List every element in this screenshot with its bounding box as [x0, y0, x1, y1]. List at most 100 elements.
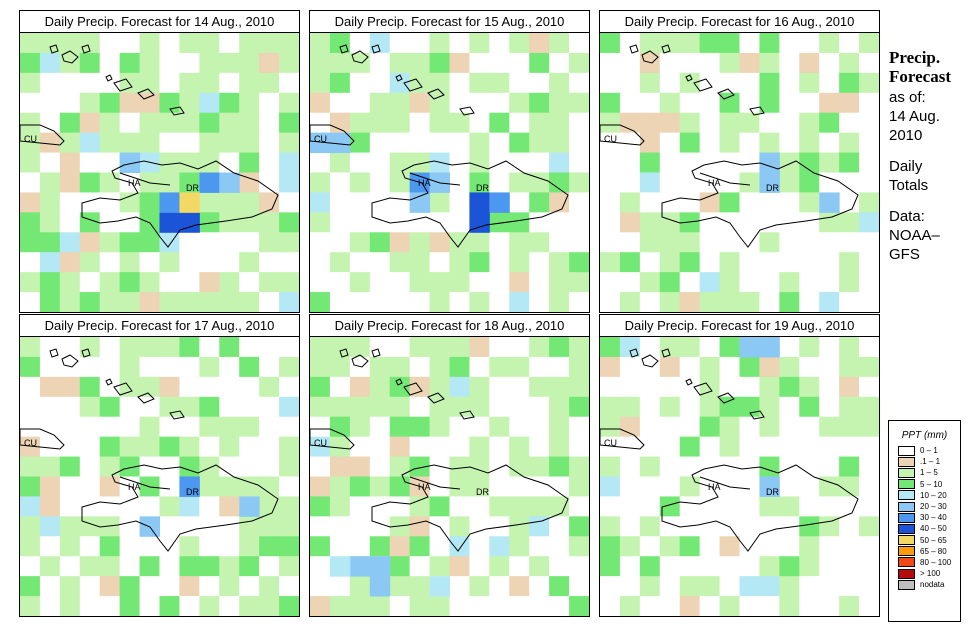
- grid-cell: [799, 232, 820, 253]
- grid-cell: [99, 536, 121, 557]
- grid-cell: [739, 92, 760, 114]
- grid-cell: [59, 436, 81, 458]
- grid-cell: [859, 396, 879, 418]
- grid-cell: [799, 172, 820, 193]
- grid-cell: [349, 337, 371, 358]
- grid-cell: [159, 356, 180, 378]
- grid-cell: [39, 212, 61, 233]
- grid-cell: [819, 132, 840, 154]
- grid-cell: [679, 496, 701, 517]
- grid-cell: [819, 576, 840, 597]
- grid-cell: [59, 92, 81, 114]
- grid-cell: [449, 376, 470, 398]
- grid-cell: [839, 232, 860, 253]
- grid-cell: [199, 112, 220, 134]
- grid-cell: [529, 376, 550, 398]
- grid-cell: [279, 112, 299, 134]
- grid-cell: [329, 292, 351, 312]
- grid-cell: [389, 272, 411, 293]
- legend-item: 65 – 80: [898, 546, 960, 557]
- legend-swatch: [898, 490, 915, 501]
- grid-cell: [429, 72, 450, 94]
- grid-cell: [179, 172, 200, 193]
- island-coastline: [137, 88, 155, 100]
- grid-cell: [529, 456, 550, 477]
- grid-cell: [779, 112, 800, 134]
- grid-cell: [159, 416, 180, 438]
- grid-cell: [859, 192, 879, 213]
- grid-cell: [159, 436, 180, 458]
- island-coastline: [105, 378, 113, 386]
- grid-cell: [819, 596, 840, 616]
- grid-cell-heavy: [310, 132, 331, 154]
- grid-cell: [699, 396, 721, 418]
- grid-cell: [99, 292, 121, 312]
- grid-cell: [859, 212, 879, 233]
- country-label-dominican-republic: DR: [186, 183, 199, 193]
- grid-cell: [329, 356, 351, 378]
- grid-cell: [489, 556, 510, 577]
- grid-cell: [699, 112, 721, 134]
- grid-cell: [639, 232, 661, 253]
- grid-cell: [569, 337, 589, 358]
- grid-cell: [79, 292, 101, 312]
- grid-cell: [310, 212, 331, 233]
- grid-cell: [699, 536, 721, 557]
- grid-cell: [239, 476, 260, 497]
- grid-cell: [279, 92, 299, 114]
- grid-cell: [219, 337, 240, 358]
- grid-cell: [409, 456, 431, 477]
- grid-cell: [679, 92, 701, 114]
- grid-cell: [409, 356, 431, 378]
- grid-cell: [389, 33, 411, 54]
- country-label-haiti: HA: [708, 178, 721, 188]
- grid-cell: [549, 192, 570, 213]
- grid-cell: [509, 516, 530, 537]
- grid-cell: [619, 52, 641, 74]
- grid-cell: [179, 337, 200, 358]
- island-coastline: [137, 392, 155, 404]
- grid-cell: [39, 33, 61, 54]
- grid-cell: [279, 496, 299, 517]
- legend-label: 1 – 5: [920, 468, 938, 478]
- legend-swatch: [898, 579, 915, 590]
- grid-cell: [259, 33, 280, 54]
- grid-cell: [449, 272, 470, 293]
- grid-cell: [529, 92, 550, 114]
- grid-cell: [139, 92, 160, 114]
- grid-cell: [639, 556, 661, 577]
- grid-cell: [199, 52, 220, 74]
- grid-cell: [469, 33, 490, 54]
- grid-cell: [99, 356, 121, 378]
- grid-cell: [389, 496, 411, 517]
- island-coastline: [339, 44, 349, 54]
- grid-cell: [819, 252, 840, 273]
- grid-cell: [199, 272, 220, 293]
- grid-cell: [779, 272, 800, 293]
- grid-cell: [429, 92, 450, 114]
- grid-cell: [310, 192, 331, 213]
- grid-cell: [449, 536, 470, 557]
- grid-cell: [429, 496, 450, 517]
- source-line2: NOAA–: [889, 227, 940, 244]
- border-line: [699, 476, 751, 490]
- grid-cell: [759, 396, 780, 418]
- island-coastline: [661, 44, 671, 54]
- grid-cell: [429, 396, 450, 418]
- grid-cell: [509, 52, 530, 74]
- grid-cell: [859, 496, 879, 517]
- grid-cell: [20, 356, 41, 378]
- grid-cell: [79, 272, 101, 293]
- grid-cell-heavy: [119, 152, 141, 173]
- grid-cell: [529, 496, 550, 517]
- grid-cell: [429, 416, 450, 438]
- grid-cell: [79, 33, 101, 54]
- grid-cell: [659, 456, 681, 477]
- grid-cell: [859, 52, 879, 74]
- grid-cell: [199, 376, 220, 398]
- grid-cell: [779, 596, 800, 616]
- grid-cell: [409, 152, 431, 173]
- grid-cell: [99, 476, 121, 497]
- grid-cell: [239, 33, 260, 54]
- grid-cell: [199, 596, 220, 616]
